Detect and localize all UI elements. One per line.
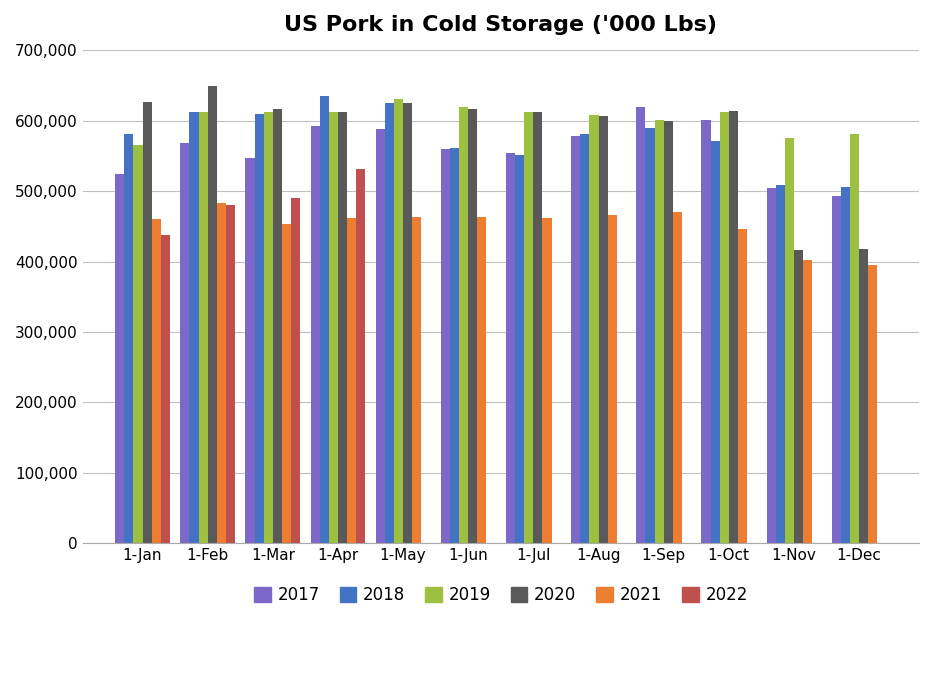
Bar — [347, 218, 356, 543]
Bar — [255, 114, 263, 543]
Bar — [161, 235, 170, 543]
Bar — [701, 120, 711, 543]
Bar — [403, 102, 412, 543]
Bar — [151, 219, 161, 543]
Bar — [664, 121, 672, 543]
Title: US Pork in Cold Storage ('000 Lbs): US Pork in Cold Storage ('000 Lbs) — [284, 15, 717, 35]
Bar — [199, 112, 207, 543]
Bar — [533, 112, 543, 543]
Bar — [356, 169, 365, 543]
Bar — [645, 128, 655, 543]
Bar — [282, 224, 291, 543]
Bar — [180, 144, 190, 543]
Bar — [794, 250, 803, 543]
Bar — [124, 133, 134, 543]
Bar — [375, 129, 385, 543]
Bar — [524, 112, 533, 543]
Bar — [543, 218, 552, 543]
Bar — [831, 196, 841, 543]
Bar — [115, 173, 124, 543]
Bar — [785, 137, 794, 543]
Bar — [580, 134, 589, 543]
Bar — [246, 158, 255, 543]
Bar — [263, 112, 273, 543]
Bar — [636, 107, 645, 543]
Bar — [207, 86, 217, 543]
Bar — [217, 203, 226, 543]
Bar — [599, 116, 608, 543]
Bar — [329, 112, 338, 543]
Bar — [134, 146, 143, 543]
Bar — [572, 136, 580, 543]
Bar — [841, 187, 850, 543]
Bar — [850, 133, 859, 543]
Bar — [729, 111, 738, 543]
Bar — [589, 115, 599, 543]
Bar — [767, 188, 776, 543]
Bar — [338, 112, 347, 543]
Bar — [385, 103, 394, 543]
Bar — [738, 229, 747, 543]
Bar — [776, 185, 785, 543]
Bar — [143, 102, 151, 543]
Bar — [450, 148, 460, 543]
Bar — [506, 153, 516, 543]
Bar — [190, 112, 199, 543]
Bar — [460, 108, 468, 543]
Bar — [394, 99, 403, 543]
Bar — [412, 217, 421, 543]
Bar — [291, 198, 300, 543]
Bar — [859, 249, 869, 543]
Bar — [711, 141, 720, 543]
Bar — [273, 109, 282, 543]
Bar — [441, 149, 450, 543]
Bar — [226, 204, 235, 543]
Bar — [311, 127, 319, 543]
Bar — [869, 265, 877, 543]
Bar — [468, 109, 477, 543]
Bar — [720, 112, 729, 543]
Bar — [655, 120, 664, 543]
Bar — [803, 260, 813, 543]
Bar — [516, 155, 524, 543]
Bar — [608, 215, 616, 543]
Bar — [672, 213, 682, 543]
Legend: 2017, 2018, 2019, 2020, 2021, 2022: 2017, 2018, 2019, 2020, 2021, 2022 — [254, 586, 748, 604]
Bar — [477, 217, 487, 543]
Bar — [319, 96, 329, 543]
